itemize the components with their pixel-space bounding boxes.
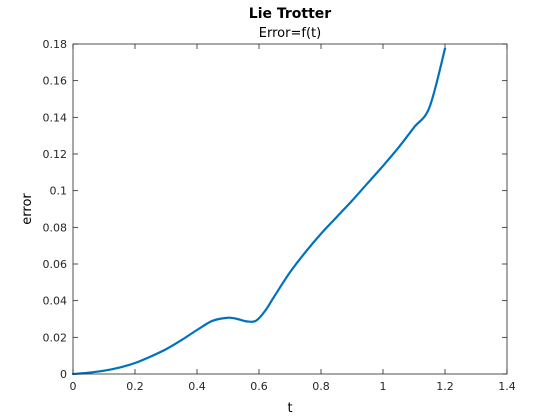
y-tick-label: 0.04: [43, 295, 68, 308]
x-tick-label: 0: [70, 380, 77, 393]
y-tick-label: 0.02: [43, 331, 68, 344]
y-tick-label: 0.18: [43, 38, 68, 51]
ticks: 0 0.2 0.4 0.6 0.8 1 1.2 1.4 0 0.02 0.04 0.06 0.08 0.1…: [43, 38, 516, 393]
plot-frame: [72, 43, 508, 375]
x-tick-label: 0.4: [188, 380, 206, 393]
chart-title: Lie Trotter: [249, 6, 332, 22]
y-tick-label: 0.08: [43, 221, 68, 234]
x-tick-label: 1.2: [436, 380, 454, 393]
chart-subtitle: Error=f(t): [259, 26, 321, 41]
y-tick-label: 0.1: [50, 185, 68, 198]
plot-background: [73, 44, 507, 374]
y-tick-label: 0: [60, 368, 67, 381]
x-tick-label: 1: [380, 380, 387, 393]
series-layer: [71, 47, 447, 376]
x-axis-label: t: [287, 401, 292, 416]
x-tick-label: 1.4: [498, 380, 516, 393]
x-tick-label: 0.2: [126, 380, 144, 393]
y-axis-label: error: [20, 193, 35, 225]
y-tick-label: 0.06: [43, 258, 68, 271]
y-tick-label: 0.16: [43, 75, 68, 88]
x-tick-label: 0.6: [250, 380, 268, 393]
x-tick-label: 0.8: [312, 380, 330, 393]
y-tick-label: 0.12: [43, 148, 68, 161]
series-line: [71, 47, 447, 376]
y-tick-label: 0.14: [43, 111, 68, 124]
